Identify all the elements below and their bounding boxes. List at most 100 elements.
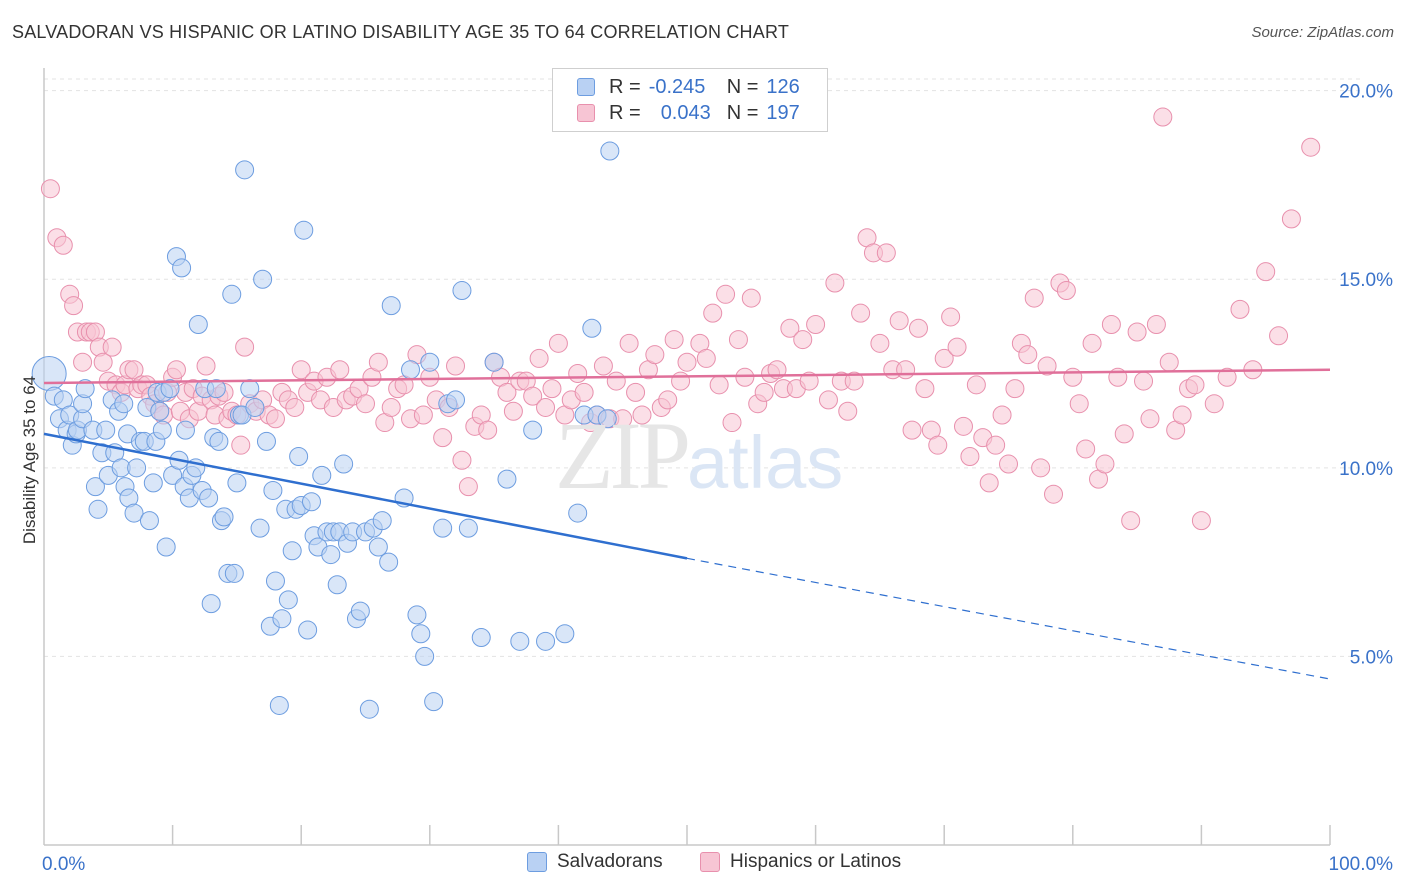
point-salvadorans xyxy=(510,631,530,651)
point-hispanics xyxy=(1101,314,1121,334)
source-label: Source: ZipAtlas.com xyxy=(1251,24,1394,41)
point-salvadorans xyxy=(446,390,466,410)
point-hispanics xyxy=(703,303,723,323)
point-hispanics xyxy=(1191,511,1211,531)
point-salvadorans xyxy=(227,473,247,493)
point-salvadorans xyxy=(484,352,504,372)
point-salvadorans xyxy=(114,394,134,414)
legend-r-label: R = xyxy=(609,75,641,98)
legend-item-salvadorans: Salvadorans xyxy=(527,851,663,873)
point-hispanics xyxy=(413,405,433,425)
point-salvadorans xyxy=(240,379,260,399)
point-hispanics xyxy=(1140,409,1160,429)
point-hispanics xyxy=(799,371,819,391)
series-legend: Salvadorans Hispanics or Latinos xyxy=(0,851,1406,877)
point-hispanics xyxy=(632,405,652,425)
point-hispanics xyxy=(1069,394,1089,414)
point-salvadorans xyxy=(188,314,208,334)
tick-labels: 5.0% 10.0% 15.0% 20.0% 0.0% 100.0% xyxy=(42,82,1393,875)
point-salvadorans xyxy=(321,545,341,565)
point-salvadorans xyxy=(368,537,388,557)
point-hispanics xyxy=(1301,137,1321,157)
point-salvadorans xyxy=(298,620,318,640)
point-hispanics xyxy=(716,284,736,304)
point-hispanics xyxy=(1114,424,1134,444)
watermark-atlas: atlas xyxy=(687,421,844,504)
point-hispanics xyxy=(1076,439,1096,459)
point-hispanics xyxy=(818,390,838,410)
point-hispanics xyxy=(478,420,498,440)
point-hispanics xyxy=(291,360,311,380)
point-salvadorans xyxy=(312,465,332,485)
point-salvadorans xyxy=(424,692,444,712)
point-hispanics xyxy=(1063,367,1083,387)
point-salvadorans xyxy=(96,420,116,440)
y-tick-label: 10.0% xyxy=(1339,459,1393,480)
point-salvadorans xyxy=(568,503,588,523)
point-hispanics xyxy=(446,356,466,376)
point-salvadorans xyxy=(160,379,180,399)
trend-salvadorans xyxy=(43,432,688,560)
point-salvadorans xyxy=(379,552,399,572)
point-salvadorans xyxy=(85,477,105,497)
point-hispanics xyxy=(548,333,568,353)
point-salvadorans xyxy=(411,624,431,644)
point-hispanics xyxy=(1185,375,1205,395)
point-hispanics xyxy=(102,337,122,357)
point-hispanics xyxy=(523,386,543,406)
point-hispanics xyxy=(265,409,285,429)
point-hispanics xyxy=(728,330,748,350)
legend-label-salvadorans: Salvadorans xyxy=(557,851,663,872)
point-salvadorans xyxy=(433,518,453,538)
point-salvadorans xyxy=(245,397,265,417)
point-salvadorans xyxy=(253,269,273,289)
point-hispanics xyxy=(999,454,1018,474)
point-hispanics xyxy=(1056,281,1076,301)
legend-n-value: 126 xyxy=(766,75,800,98)
legend-n-value: 197 xyxy=(766,101,800,124)
point-hispanics xyxy=(1037,356,1057,376)
point-salvadorans xyxy=(201,594,221,614)
point-salvadorans xyxy=(350,601,370,621)
point-salvadorans xyxy=(156,537,176,557)
point-hispanics xyxy=(934,348,954,368)
point-salvadorans xyxy=(209,431,229,451)
point-salvadorans xyxy=(150,401,170,421)
point-hispanics xyxy=(285,397,305,417)
watermark: ZIPatlas xyxy=(555,400,843,511)
axes xyxy=(43,68,1331,846)
legend-swatch-hispanics xyxy=(700,852,720,872)
point-salvadorans xyxy=(282,541,302,561)
point-salvadorans xyxy=(600,141,620,161)
point-hispanics xyxy=(979,473,999,493)
legend-swatch-salvadorans xyxy=(527,852,547,872)
point-salvadorans xyxy=(407,605,427,625)
point-hispanics xyxy=(870,333,890,353)
point-hispanics xyxy=(992,405,1012,425)
point-salvadorans xyxy=(334,454,354,474)
legend-r-value: 0.043 xyxy=(660,101,711,124)
point-hispanics xyxy=(1153,107,1173,127)
point-hispanics xyxy=(696,348,716,368)
point-salvadorans xyxy=(327,575,347,595)
point-salvadorans xyxy=(139,511,159,531)
point-salvadorans xyxy=(523,420,543,440)
point-hispanics xyxy=(1031,458,1051,478)
point-hispanics xyxy=(1005,379,1025,399)
point-hispanics xyxy=(953,416,973,436)
point-salvadorans xyxy=(250,518,270,538)
y-tick-label: 15.0% xyxy=(1339,270,1393,291)
legend-row-hispanics: R = 0.043 N = 197 xyxy=(577,101,800,125)
point-hispanics xyxy=(568,364,588,384)
point-salvadorans xyxy=(452,281,472,301)
y-tick-label: 20.0% xyxy=(1339,82,1393,103)
point-hispanics xyxy=(458,477,478,497)
point-hispanics xyxy=(960,447,980,466)
point-salvadorans xyxy=(222,284,242,304)
point-hispanics xyxy=(896,360,916,380)
point-salvadorans xyxy=(206,379,226,399)
point-hispanics xyxy=(1082,333,1102,353)
point-hispanics xyxy=(1024,288,1044,308)
point-hispanics xyxy=(754,382,774,402)
point-hispanics xyxy=(928,435,948,455)
